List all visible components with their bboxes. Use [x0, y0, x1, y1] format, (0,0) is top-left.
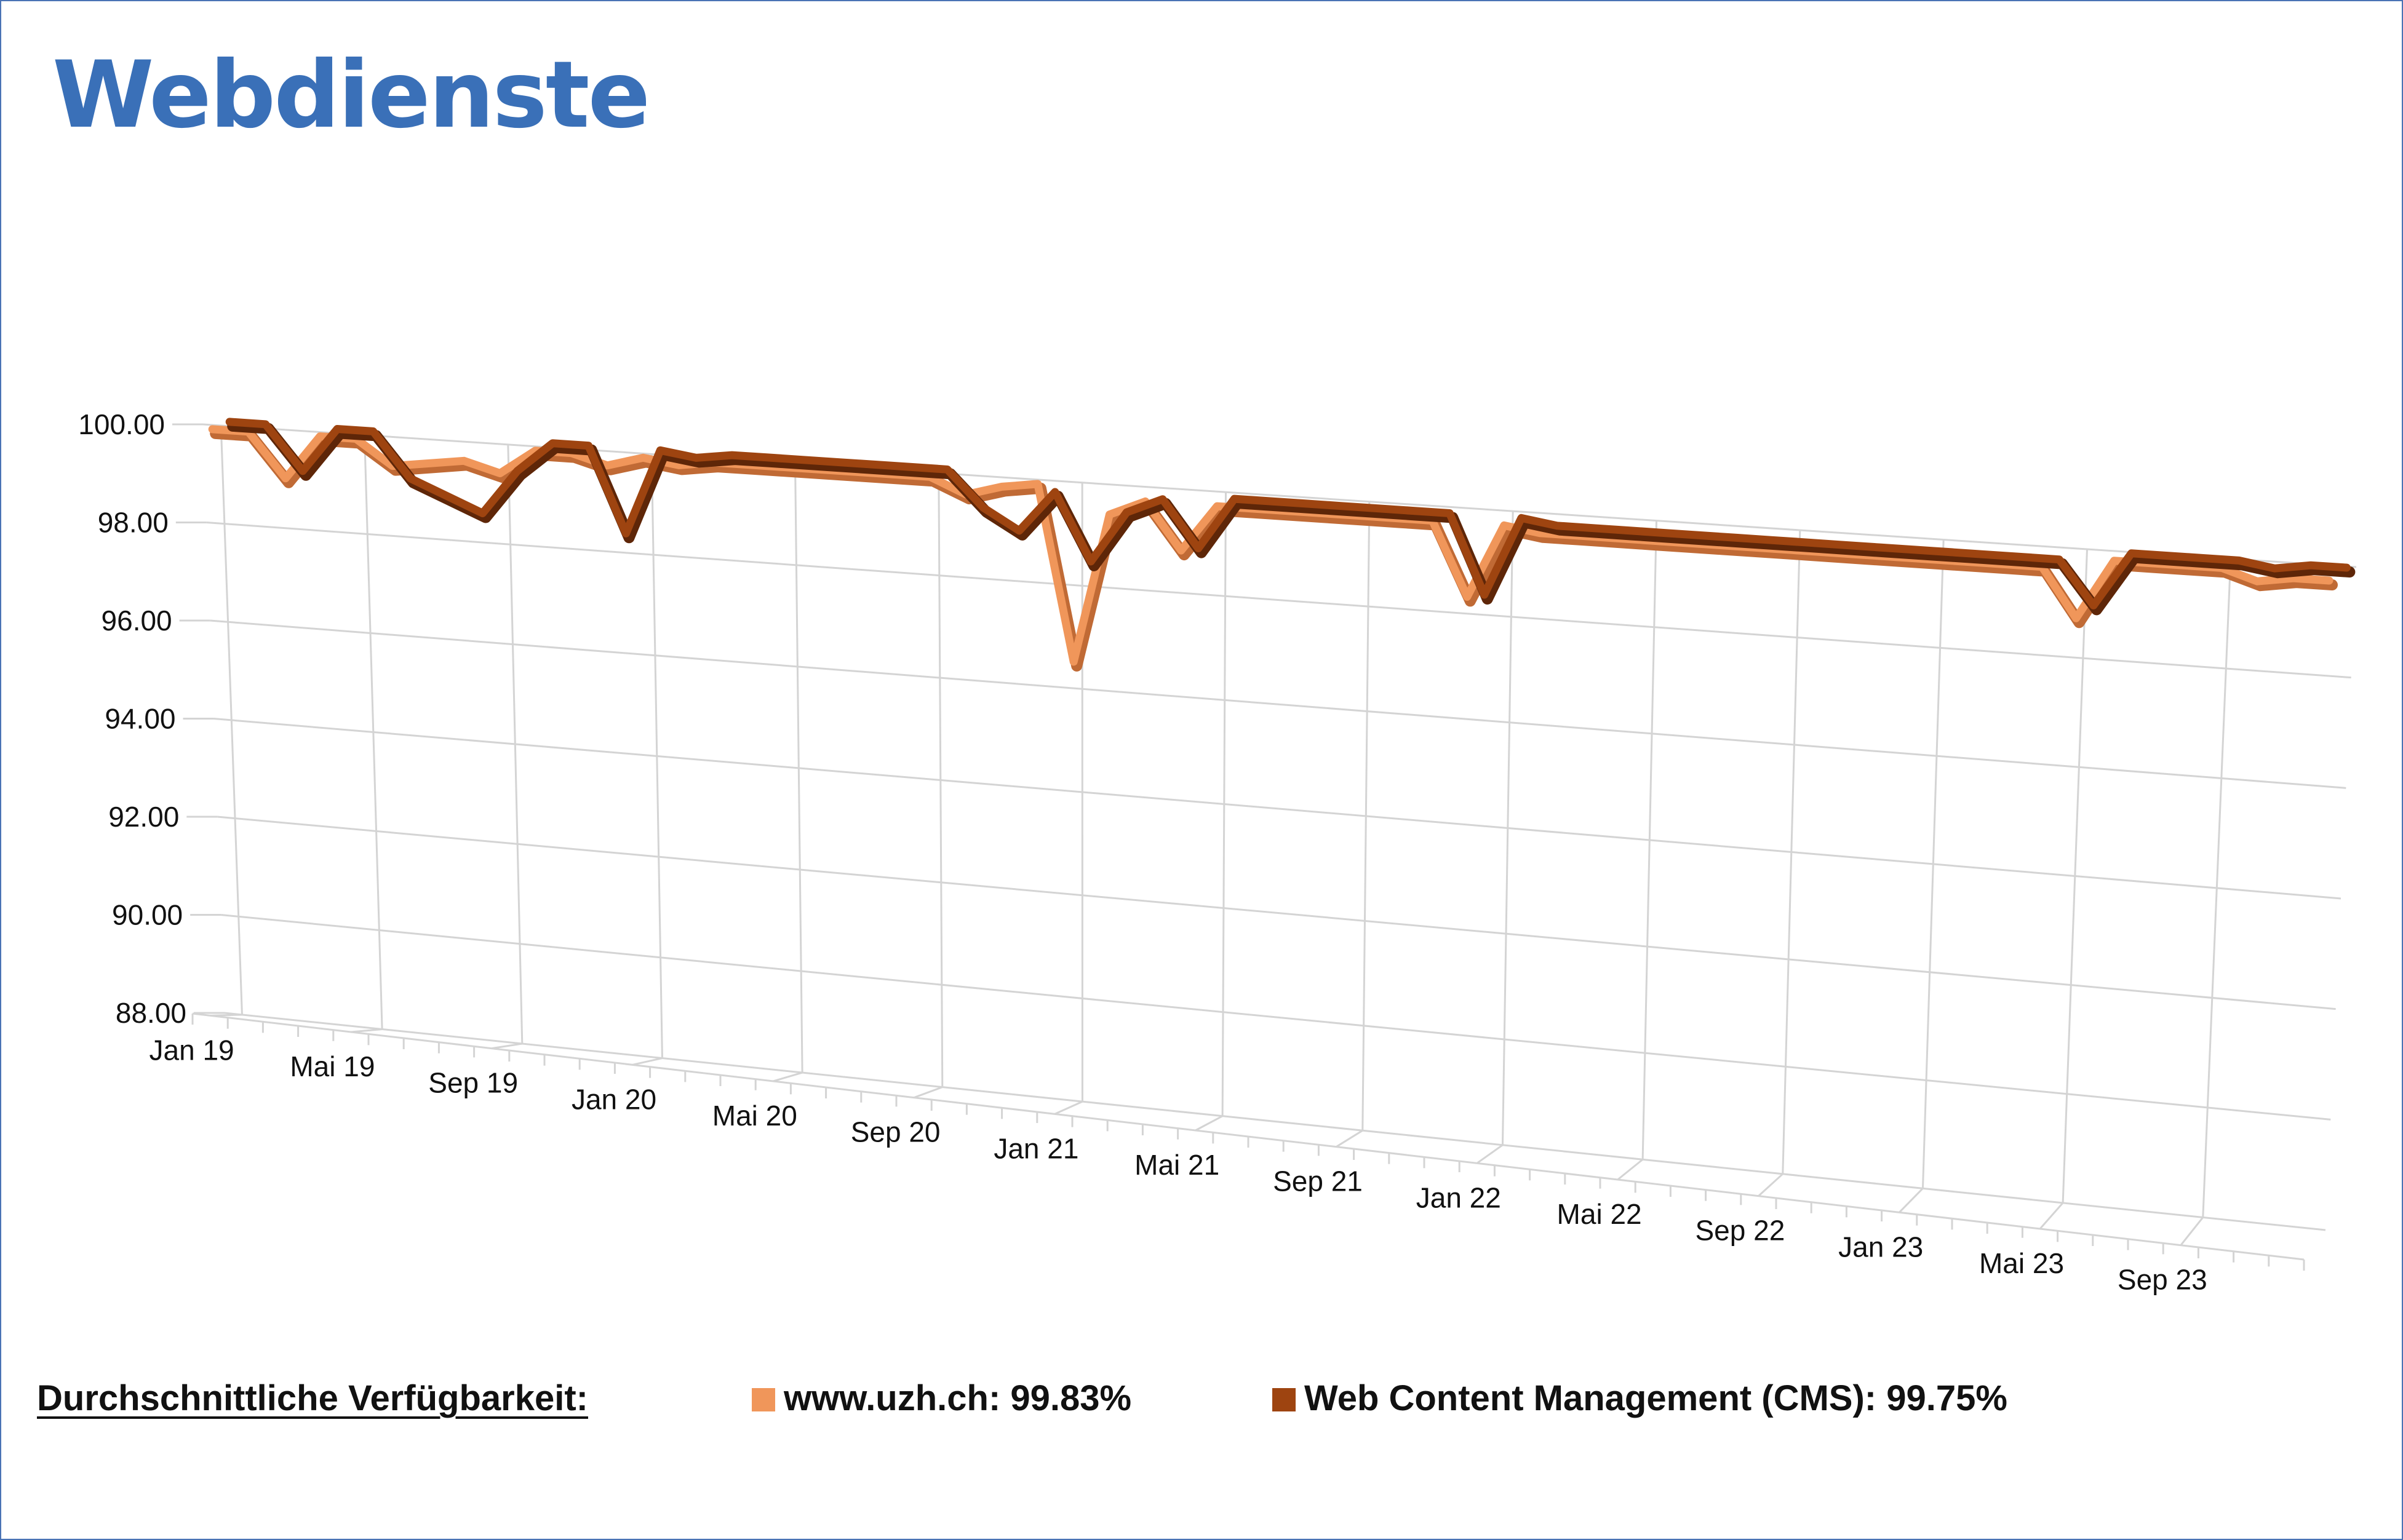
- gridline-y: [221, 914, 2331, 1121]
- y-axis-labels: 88.00 90.00 92.00 94.00 96.00 98.00 100.00: [78, 408, 186, 1029]
- floor-connector: [1899, 1188, 1924, 1213]
- floor-connector: [1617, 1159, 1644, 1181]
- gridline-y: [224, 1012, 2326, 1231]
- gridline-x: [1641, 520, 1657, 1160]
- gridline-x: [507, 444, 524, 1044]
- floor-connector: [1758, 1173, 1783, 1197]
- gridline-y: [206, 522, 2351, 679]
- x-tick-label: Mai 19: [290, 1050, 375, 1082]
- y-tick-label: 94.00: [105, 703, 175, 735]
- x-tick-label: Sep 22: [1696, 1215, 1785, 1247]
- legend-swatch-www: [752, 1388, 775, 1411]
- x-tick-label: Mai 23: [1979, 1247, 2064, 1279]
- gridline-x: [1782, 530, 1801, 1174]
- x-tick-label: Jan 22: [1416, 1181, 1501, 1213]
- legend-item-www: www.uzh.ch: 99.83%: [752, 1378, 1131, 1419]
- y-tick-label: 88.00: [116, 997, 186, 1029]
- x-axis-labels: Jan 19 Mai 19 Sep 19 Jan 20 Mai 20 Sep 20 Jan …: [149, 1034, 2207, 1295]
- gridlines: [172, 423, 2357, 1246]
- floor-connector: [2180, 1217, 2204, 1246]
- gridline-x: [2062, 549, 2088, 1203]
- gridline-x: [364, 435, 383, 1030]
- x-tick-label: Sep 20: [851, 1116, 941, 1148]
- floor-connector: [491, 1042, 523, 1050]
- series-line-shadow: [227, 420, 2356, 616]
- y-tick-label: 100.00: [78, 408, 165, 440]
- gridline-x: [794, 463, 803, 1073]
- y-tick-label: 96.00: [102, 605, 172, 637]
- x-tick-label: Mai 22: [1557, 1198, 1642, 1230]
- floor-connector: [2039, 1202, 2064, 1229]
- x-axis-ticks: [191, 1014, 2305, 1271]
- series-line: [225, 418, 2351, 609]
- gridline-x: [1501, 511, 1514, 1145]
- y-tick-label: 92.00: [108, 801, 179, 833]
- x-tick-label: Jan 23: [1838, 1231, 1923, 1263]
- gridline-x: [1221, 492, 1227, 1116]
- y-tick-label: 90.00: [112, 899, 183, 931]
- x-tick-label: Mai 20: [712, 1100, 797, 1132]
- gridline-y: [217, 816, 2336, 1010]
- x-tick-label: Sep 19: [428, 1067, 518, 1099]
- legend-swatch-cms: [1272, 1388, 1296, 1411]
- y-tick-label: 98.00: [98, 507, 169, 539]
- legend-item-cms: Web Content Management (CMS): 99.75%: [1272, 1378, 2007, 1419]
- series-line-shadow: [210, 427, 2338, 672]
- x-tick-label: Jan 21: [994, 1132, 1078, 1164]
- floor-connector: [1476, 1144, 1504, 1164]
- x-tick-label: Jan 19: [149, 1034, 234, 1066]
- series-lines: [208, 418, 2356, 672]
- gridline-x: [1361, 501, 1371, 1131]
- floor-connector: [632, 1057, 663, 1066]
- x-tick-label: Mai 21: [1134, 1149, 1219, 1181]
- legend: Durchschnittliche Verfügbarkeit: www.uzh…: [37, 1371, 2362, 1427]
- gridline-y: [213, 718, 2341, 900]
- floor-connector: [773, 1071, 803, 1082]
- floor-connector: [1336, 1129, 1363, 1148]
- floor-connector: [1054, 1100, 1083, 1115]
- legend-label-cms: Web Content Management (CMS): 99.75%: [1304, 1378, 2007, 1418]
- gridline-x: [1921, 539, 1945, 1189]
- gridline-x: [938, 473, 944, 1087]
- legend-title: Durchschnittliche Verfügbarkeit:: [37, 1378, 588, 1418]
- x-tick-label: Sep 23: [2118, 1264, 2207, 1296]
- legend-label-www: www.uzh.ch: 99.83%: [784, 1378, 1132, 1418]
- x-tick-label: Sep 21: [1273, 1165, 1363, 1197]
- chart-title: Webdienste: [52, 42, 650, 149]
- x-tick-label: Jan 20: [572, 1083, 656, 1115]
- floor-connector: [1195, 1115, 1223, 1132]
- floor-connector: [351, 1028, 383, 1033]
- floor-connector: [914, 1086, 943, 1099]
- gridline-x: [2202, 558, 2232, 1218]
- gridline-x: [650, 454, 663, 1058]
- gridline-x: [220, 425, 243, 1015]
- gridline-y: [210, 619, 2346, 789]
